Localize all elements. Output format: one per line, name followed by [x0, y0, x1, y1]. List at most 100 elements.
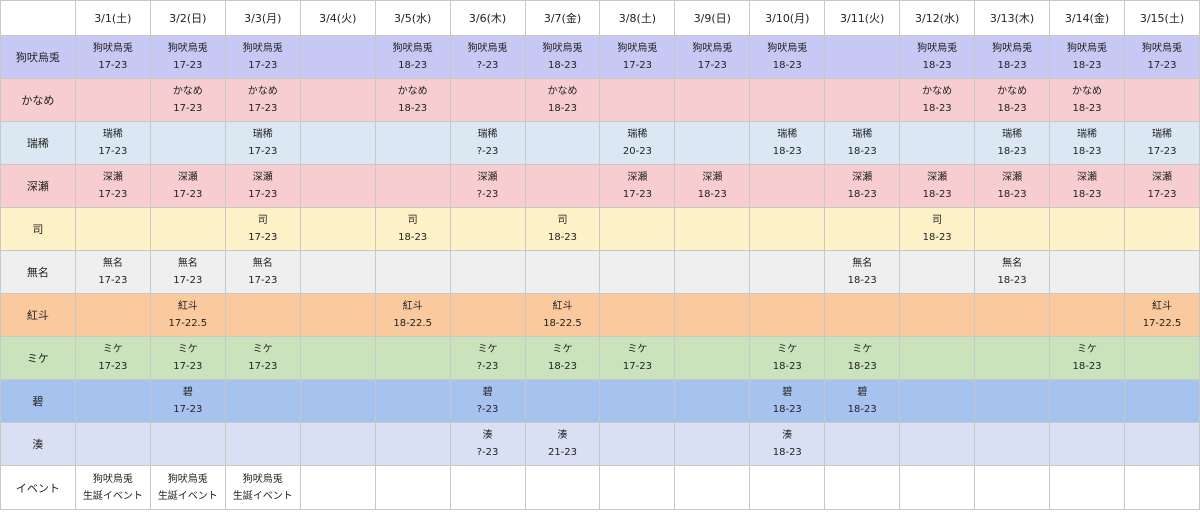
- member-name-cell[interactable]: 瑞稀: [0, 121, 76, 165]
- shift-cell[interactable]: 瑞稀 ?-23: [449, 121, 526, 165]
- shift-cell[interactable]: 狗吠烏兎 17-23: [599, 35, 676, 79]
- date-header[interactable]: 3/8(土): [599, 0, 676, 36]
- shift-cell[interactable]: [824, 207, 901, 251]
- shift-cell[interactable]: [749, 250, 826, 294]
- shift-cell[interactable]: 無名 18-23: [974, 250, 1051, 294]
- shift-cell[interactable]: かなめ 18-23: [899, 78, 976, 122]
- shift-cell[interactable]: [674, 422, 751, 466]
- shift-cell[interactable]: [899, 422, 976, 466]
- shift-cell[interactable]: 瑞稀 20-23: [599, 121, 676, 165]
- shift-cell[interactable]: 瑞稀 18-23: [974, 121, 1051, 165]
- shift-cell[interactable]: [224, 379, 301, 423]
- shift-cell[interactable]: [374, 121, 451, 165]
- shift-cell[interactable]: [974, 207, 1051, 251]
- shift-cell[interactable]: [524, 121, 601, 165]
- event-cell[interactable]: [1049, 465, 1125, 510]
- shift-cell[interactable]: [674, 336, 751, 380]
- date-header[interactable]: 3/3(月): [224, 0, 301, 36]
- shift-cell[interactable]: [749, 293, 826, 337]
- shift-cell[interactable]: ミケ 18-23: [749, 336, 826, 380]
- shift-cell[interactable]: ミケ 17-23: [599, 336, 676, 380]
- member-name-cell[interactable]: かなめ: [0, 78, 76, 122]
- shift-cell[interactable]: 深瀬 18-23: [899, 164, 976, 208]
- shift-cell[interactable]: [299, 293, 376, 337]
- shift-cell[interactable]: [449, 207, 526, 251]
- event-cell[interactable]: [374, 465, 451, 510]
- shift-cell[interactable]: [299, 336, 376, 380]
- shift-cell[interactable]: [749, 164, 826, 208]
- shift-cell[interactable]: [149, 207, 226, 251]
- shift-cell[interactable]: 狗吠烏兎 17-23: [74, 35, 151, 79]
- event-cell[interactable]: [674, 465, 751, 510]
- shift-cell[interactable]: ミケ 18-23: [824, 336, 901, 380]
- shift-cell[interactable]: [899, 121, 976, 165]
- member-name-cell[interactable]: ミケ: [0, 336, 76, 380]
- shift-cell[interactable]: 紅斗 18-22.5: [524, 293, 601, 337]
- shift-cell[interactable]: 湊 ?-23: [449, 422, 526, 466]
- shift-cell[interactable]: [74, 78, 151, 122]
- shift-cell[interactable]: 瑞稀 18-23: [824, 121, 901, 165]
- shift-cell[interactable]: [1049, 250, 1125, 294]
- shift-cell[interactable]: [599, 293, 676, 337]
- event-name-cell[interactable]: イベント: [0, 465, 76, 510]
- event-cell[interactable]: [974, 465, 1051, 510]
- member-name-cell[interactable]: 無名: [0, 250, 76, 294]
- event-cell[interactable]: [599, 465, 676, 510]
- shift-cell[interactable]: [749, 207, 826, 251]
- shift-cell[interactable]: 湊 21-23: [524, 422, 601, 466]
- event-cell[interactable]: [524, 465, 601, 510]
- shift-cell[interactable]: [74, 293, 151, 337]
- shift-cell[interactable]: 深瀬 17-23: [1123, 164, 1200, 208]
- shift-cell[interactable]: [299, 207, 376, 251]
- shift-cell[interactable]: [524, 164, 601, 208]
- shift-cell[interactable]: [149, 121, 226, 165]
- shift-cell[interactable]: [1049, 293, 1125, 337]
- shift-cell[interactable]: [824, 293, 901, 337]
- shift-cell[interactable]: 瑞稀 18-23: [749, 121, 826, 165]
- shift-cell[interactable]: [1049, 207, 1125, 251]
- shift-cell[interactable]: 狗吠烏兎 17-23: [674, 35, 751, 79]
- shift-cell[interactable]: [1123, 78, 1200, 122]
- event-cell[interactable]: 狗吠烏兎 生誕イベント: [149, 465, 226, 510]
- shift-cell[interactable]: ミケ 17-23: [149, 336, 226, 380]
- shift-cell[interactable]: [974, 379, 1051, 423]
- shift-cell[interactable]: [224, 293, 301, 337]
- shift-cell[interactable]: 紅斗 17-22.5: [149, 293, 226, 337]
- shift-cell[interactable]: かなめ 17-23: [149, 78, 226, 122]
- shift-cell[interactable]: 狗吠烏兎 17-23: [224, 35, 301, 79]
- shift-cell[interactable]: 深瀬 ?-23: [449, 164, 526, 208]
- shift-cell[interactable]: [1123, 422, 1200, 466]
- shift-cell[interactable]: 狗吠烏兎 18-23: [1049, 35, 1125, 79]
- shift-cell[interactable]: 無名 17-23: [74, 250, 151, 294]
- shift-cell[interactable]: [524, 379, 601, 423]
- shift-cell[interactable]: [899, 379, 976, 423]
- shift-cell[interactable]: [374, 250, 451, 294]
- shift-cell[interactable]: 司 18-23: [374, 207, 451, 251]
- shift-cell[interactable]: [599, 207, 676, 251]
- shift-cell[interactable]: [824, 78, 901, 122]
- shift-cell[interactable]: [1123, 379, 1200, 423]
- event-cell[interactable]: [899, 465, 976, 510]
- shift-cell[interactable]: [449, 78, 526, 122]
- shift-cell[interactable]: 深瀬 17-23: [599, 164, 676, 208]
- shift-cell[interactable]: [599, 379, 676, 423]
- shift-cell[interactable]: [824, 422, 901, 466]
- shift-cell[interactable]: [1123, 250, 1200, 294]
- member-name-cell[interactable]: 司: [0, 207, 76, 251]
- shift-cell[interactable]: 司 18-23: [899, 207, 976, 251]
- shift-cell[interactable]: [899, 250, 976, 294]
- event-cell[interactable]: [1123, 465, 1200, 510]
- shift-cell[interactable]: 司 17-23: [224, 207, 301, 251]
- shift-cell[interactable]: 深瀬 18-23: [674, 164, 751, 208]
- shift-cell[interactable]: 紅斗 18-22.5: [374, 293, 451, 337]
- shift-cell[interactable]: [674, 78, 751, 122]
- shift-cell[interactable]: [1123, 207, 1200, 251]
- shift-cell[interactable]: ミケ ?-23: [449, 336, 526, 380]
- date-header[interactable]: 3/11(火): [824, 0, 901, 36]
- shift-cell[interactable]: [299, 164, 376, 208]
- shift-cell[interactable]: [974, 336, 1051, 380]
- shift-cell[interactable]: [674, 250, 751, 294]
- shift-cell[interactable]: [599, 78, 676, 122]
- shift-cell[interactable]: 狗吠烏兎 17-23: [1123, 35, 1200, 79]
- corner-cell[interactable]: [0, 0, 76, 36]
